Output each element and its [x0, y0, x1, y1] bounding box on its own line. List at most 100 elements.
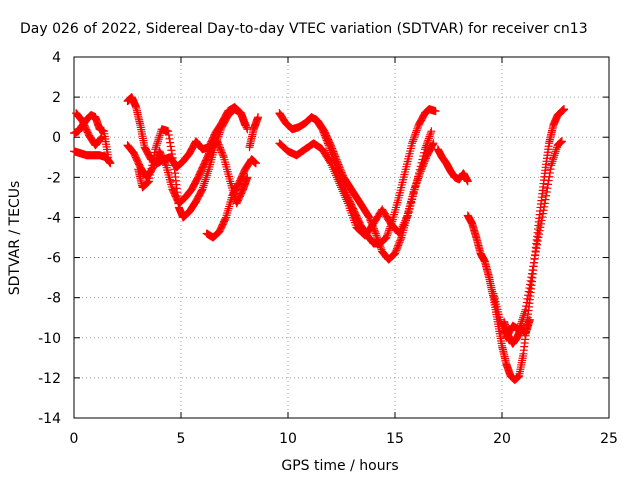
- data-point: [427, 127, 436, 136]
- data-point: [543, 184, 552, 193]
- data-point: [97, 134, 106, 143]
- data-point: [199, 183, 208, 192]
- data-point: [327, 150, 336, 159]
- y-tick-label: -2: [47, 170, 61, 186]
- data-point: [416, 162, 425, 171]
- data-point: [527, 273, 536, 282]
- data-point: [549, 155, 558, 164]
- data-point: [326, 146, 335, 155]
- data-point: [560, 105, 569, 114]
- data-point: [151, 143, 160, 152]
- data-point: [531, 251, 540, 260]
- data-point: [333, 166, 342, 175]
- data-point: [557, 137, 566, 146]
- data-point: [552, 145, 561, 154]
- data-point: [166, 138, 175, 147]
- data-point: [215, 128, 224, 137]
- data-point: [548, 157, 557, 166]
- data-point: [410, 132, 419, 141]
- data-point: [526, 280, 535, 289]
- data-point: [534, 233, 543, 242]
- data-point: [388, 217, 397, 226]
- data-point: [424, 136, 433, 145]
- x-tick-label: 5: [177, 431, 186, 447]
- y-axis-label: SDTVAR / TECUs: [7, 181, 23, 296]
- data-series-trace-11: [311, 105, 440, 248]
- data-point: [325, 144, 334, 153]
- data-point: [168, 150, 177, 159]
- y-axis: -14 -12 -10 -8 -6 -4 -2 0 2 4: [38, 50, 609, 427]
- data-point: [428, 140, 437, 149]
- x-axis-label: GPS time / hours: [281, 458, 398, 474]
- data-point: [383, 231, 392, 240]
- data-point: [400, 218, 409, 227]
- data-point: [203, 169, 212, 178]
- data-series-trace-8: [245, 113, 263, 152]
- data-point: [529, 258, 538, 267]
- data-point: [151, 145, 160, 154]
- data-point: [419, 152, 428, 161]
- data-point: [396, 227, 405, 236]
- data-point: [334, 168, 343, 177]
- data-point: [525, 284, 534, 293]
- x-tick-label: 15: [386, 431, 404, 447]
- data-point: [541, 195, 550, 204]
- data-point: [417, 158, 426, 167]
- data-series-trace-6: [134, 105, 252, 222]
- data-point: [429, 139, 438, 148]
- data-point: [547, 161, 556, 170]
- data-point: [544, 180, 553, 189]
- y-tick-label: -4: [47, 210, 61, 226]
- data-point: [420, 145, 429, 154]
- grid-layer: [74, 57, 609, 418]
- data-point: [153, 137, 162, 146]
- data-point: [199, 181, 208, 190]
- data-point: [524, 287, 533, 296]
- y-tick-label: 2: [52, 90, 61, 106]
- data-point: [387, 219, 396, 228]
- x-tick-label: 20: [493, 431, 511, 447]
- data-point: [328, 152, 337, 161]
- data-point: [424, 134, 433, 143]
- data-point: [415, 165, 424, 174]
- data-point: [327, 148, 336, 157]
- data-point: [331, 161, 340, 170]
- data-point: [530, 255, 539, 264]
- data-point: [545, 168, 554, 177]
- data-point: [544, 176, 553, 185]
- data-point: [531, 247, 540, 256]
- data-point: [397, 224, 406, 233]
- data-point: [169, 157, 178, 166]
- data-point: [164, 127, 173, 136]
- data-point: [542, 191, 551, 200]
- data-point: [414, 169, 423, 178]
- data-point: [539, 206, 548, 215]
- data-point: [520, 307, 529, 316]
- data-point: [152, 141, 161, 150]
- data-point: [431, 107, 440, 116]
- data-point: [211, 141, 220, 150]
- data-series-trace-1: [70, 111, 113, 162]
- data-point: [402, 215, 411, 224]
- data-point: [418, 155, 427, 164]
- x-tick-label: 25: [600, 431, 618, 447]
- data-point: [142, 179, 151, 188]
- data-point: [167, 146, 176, 155]
- data-point: [536, 219, 545, 228]
- data-point: [154, 135, 163, 144]
- data-point: [545, 172, 554, 181]
- data-point: [324, 139, 333, 148]
- data-point: [200, 177, 209, 186]
- data-point: [518, 313, 527, 322]
- data-series-trace-5: [123, 137, 252, 208]
- data-point: [385, 226, 394, 235]
- data-series-trace-3: [72, 109, 106, 150]
- data-point: [330, 157, 339, 166]
- data-point: [202, 171, 211, 180]
- data-point: [325, 143, 334, 152]
- data-point: [200, 179, 209, 188]
- data-point: [547, 159, 556, 168]
- data-point: [526, 276, 535, 285]
- y-tick-label: -10: [38, 331, 61, 347]
- data-point: [153, 139, 162, 148]
